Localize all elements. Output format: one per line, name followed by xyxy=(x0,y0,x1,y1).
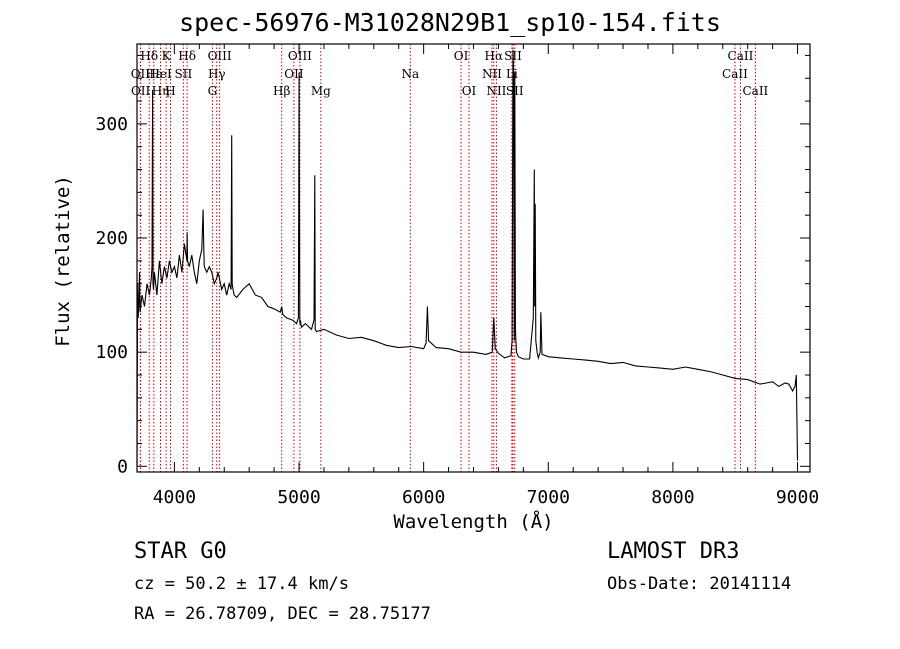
line-marker-label: Hα xyxy=(485,49,504,63)
y-tick-label: 200 xyxy=(95,228,128,249)
line-marker-label: K xyxy=(162,49,172,63)
line-marker-label: NII xyxy=(486,84,506,98)
line-marker-label: CaII xyxy=(742,84,768,98)
coordinates: RA = 26.78709, DEC = 28.75177 xyxy=(134,604,431,624)
line-marker-label: G xyxy=(208,84,218,98)
line-marker-label: OI xyxy=(462,84,477,98)
line-marker-label: Li xyxy=(506,67,518,81)
line-marker-label: CaII xyxy=(728,49,754,63)
y-axis-label: Flux (relative) xyxy=(52,175,74,347)
y-axis-ticks: 0 100 200 300 xyxy=(95,54,810,477)
x-axis-ticks: 4000 5000 6000 7000 8000 9000 xyxy=(153,44,819,508)
spectral-class: STAR G0 xyxy=(134,539,227,564)
line-marker-label: OII xyxy=(284,67,304,81)
line-marker-label: OIII xyxy=(288,49,312,63)
observation-date: Obs-Date: 20141114 xyxy=(607,574,792,594)
line-marker-label: Mg xyxy=(311,84,331,98)
line-marker-label: OII xyxy=(131,67,151,81)
line-marker-label: Na xyxy=(401,67,419,81)
x-tick-label: 6000 xyxy=(402,487,445,508)
line-marker-label: Hε xyxy=(145,67,162,81)
plot-frame xyxy=(136,43,811,473)
survey-name: LAMOST DR3 xyxy=(607,539,740,564)
line-marker-label: NII xyxy=(482,67,502,81)
redshift-velocity: cz = 50.2 ± 17.4 km/s xyxy=(134,574,349,594)
spectrum-line xyxy=(136,49,799,467)
line-marker-label: HeI xyxy=(149,67,172,81)
x-tick-label: 4000 xyxy=(153,487,196,508)
y-tick-label: 100 xyxy=(95,342,128,363)
line-marker-label: OI xyxy=(454,49,469,63)
x-tick-label: 5000 xyxy=(277,487,320,508)
y-tick-label: 300 xyxy=(95,114,128,135)
line-marker-label: Hβ xyxy=(273,84,290,98)
chart-title: spec-56976-M31028N29B1_sp10-154.fits xyxy=(179,8,721,37)
line-marker-label: Hδ xyxy=(140,49,158,63)
line-marker-label: Hη xyxy=(152,84,170,98)
x-axis-label: Wavelength (Å) xyxy=(393,511,554,533)
x-tick-label: 9000 xyxy=(776,487,819,508)
line-marker-label: Hγ xyxy=(208,67,226,81)
line-marker-label: H xyxy=(165,84,175,98)
line-marker-label: OIII xyxy=(208,49,232,63)
x-tick-label: 8000 xyxy=(651,487,694,508)
line-marker-label: Hδ xyxy=(178,49,196,63)
line-marker-label: CaII xyxy=(722,67,748,81)
line-marker-label: OII xyxy=(131,84,151,98)
y-tick-label: 0 xyxy=(117,456,128,477)
line-marker-label: SII xyxy=(175,67,193,81)
x-tick-label: 7000 xyxy=(527,487,570,508)
